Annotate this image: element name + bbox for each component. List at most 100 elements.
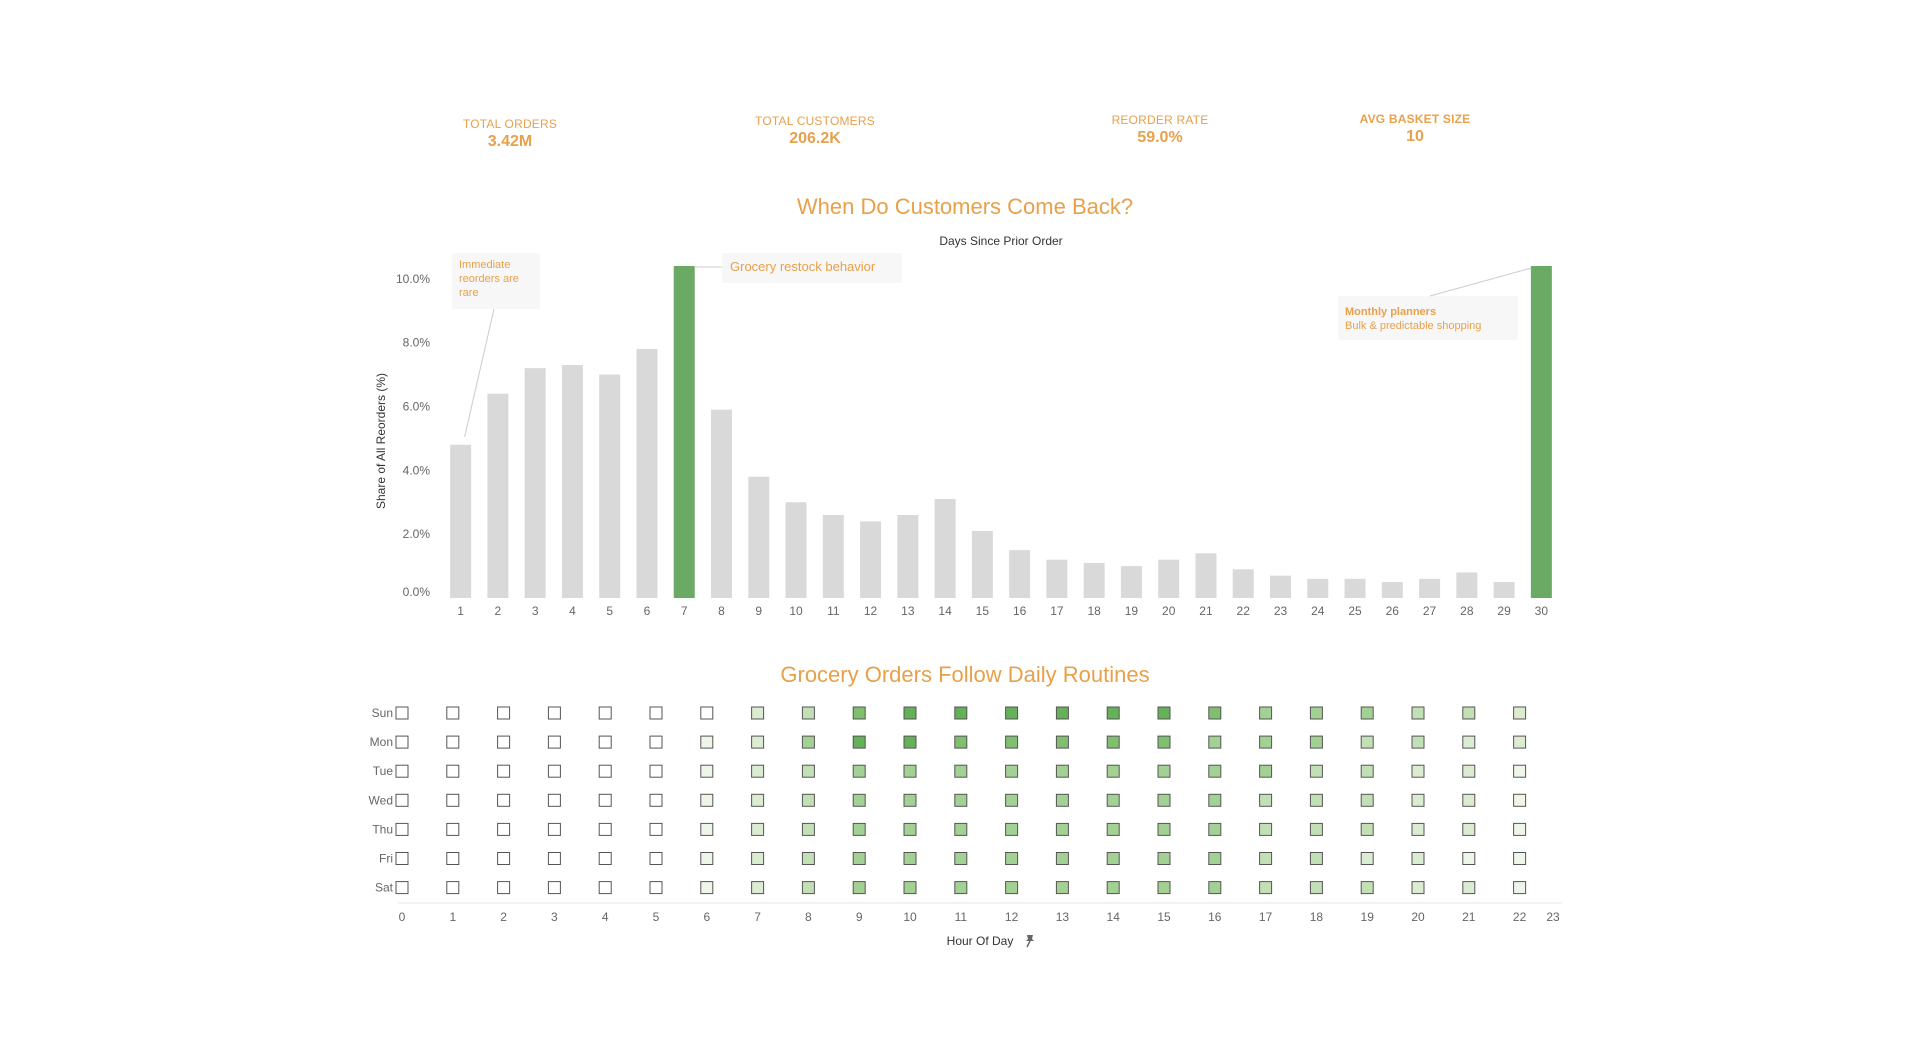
- heatmap-cell: [1360, 852, 1374, 865]
- heatmap-cell: [497, 735, 511, 749]
- heatmap-cell: [649, 706, 663, 720]
- bar-day-3: [524, 368, 546, 598]
- heatmap-cell: [751, 706, 765, 720]
- heatmap-cell: [1005, 706, 1019, 720]
- hour-tick-label: 4: [602, 910, 609, 924]
- kpi-value: 59.0%: [1137, 129, 1183, 146]
- heatmap-cell: [1157, 764, 1171, 778]
- heatmap-cell: [1005, 764, 1019, 778]
- heatmap-cell: [1309, 793, 1323, 807]
- bar-day-19: [1120, 566, 1142, 598]
- heatmap-cell: [1208, 735, 1222, 749]
- x-tick-label: 9: [755, 604, 762, 618]
- hour-tick-label: 7: [754, 910, 761, 924]
- heatmap-cell: [598, 706, 612, 720]
- hour-tick-label: 12: [1005, 910, 1019, 924]
- bar-day-17: [1046, 559, 1068, 598]
- x-tick-label: 21: [1199, 604, 1213, 618]
- annotation-leader-line: [464, 308, 495, 437]
- hour-tick-label: 15: [1157, 910, 1171, 924]
- pin-head: [1026, 935, 1034, 941]
- heatmap-cell: [700, 822, 714, 836]
- heatmap-cell: [598, 822, 612, 836]
- bar-day-13: [897, 515, 919, 598]
- x-tick-label: 2: [495, 604, 502, 618]
- x-tick-label: 17: [1050, 604, 1064, 618]
- heatmap-cell: [1462, 881, 1476, 895]
- heatmap-cell: [1259, 706, 1273, 720]
- bar-day-11: [822, 515, 844, 598]
- hour-tick-label: 17: [1259, 910, 1273, 924]
- heatmap-cell: [1360, 735, 1374, 749]
- heatmap-cell: [1462, 793, 1476, 807]
- heatmap-cell: [700, 881, 714, 895]
- x-tick-label: 28: [1460, 604, 1474, 618]
- heatmap-cell: [852, 764, 866, 778]
- heatmap-cell: [1208, 706, 1222, 720]
- heatmap-cell: [1259, 764, 1273, 778]
- heatmap-cell: [547, 881, 561, 895]
- heatmap-cell: [1309, 881, 1323, 895]
- kpi-label: TOTAL ORDERS: [462, 117, 558, 131]
- heatmap-cell: [446, 881, 460, 895]
- bar-day-23: [1270, 575, 1291, 598]
- heatmap-cell: [598, 852, 612, 865]
- heatmap-cell: [751, 852, 765, 865]
- heatmap-cell: [1005, 793, 1019, 807]
- kpi-label: AVG BASKET SIZE: [1359, 112, 1471, 126]
- heatmap-cell: [1157, 735, 1171, 749]
- heatmap-cell: [700, 793, 714, 807]
- x-tick-label: 15: [976, 604, 990, 618]
- row-label-wed: Wed: [369, 793, 393, 807]
- heatmap-cell: [446, 764, 460, 778]
- heatmap-cell: [1564, 765, 1576, 777]
- heatmap-cell: [1462, 706, 1476, 720]
- heatmap-cell: [1259, 852, 1273, 865]
- x-tick-label: 1: [457, 604, 464, 618]
- heatmap-cell: [395, 852, 409, 865]
- bar-day-24: [1307, 578, 1329, 598]
- x-tick-label: 16: [1013, 604, 1027, 618]
- heatmap-cell: [1005, 852, 1019, 865]
- heatmap-cell: [1157, 881, 1171, 895]
- row-label-fri: Fri: [379, 852, 393, 866]
- heatmap-cell: [1106, 764, 1120, 778]
- heatmap-cell: [598, 793, 612, 807]
- heatmap-cell: [547, 822, 561, 836]
- heatmap-cell: [751, 822, 765, 836]
- bar-day-25: [1344, 578, 1366, 598]
- bar-day-1: [450, 444, 472, 598]
- heatmap-cell: [700, 852, 714, 865]
- heatmap-cell: [1360, 881, 1374, 895]
- heatmap-cell: [649, 793, 663, 807]
- y-tick-label: 6.0%: [403, 399, 431, 413]
- annotation-box: [452, 253, 540, 309]
- heatmap-cell: [1411, 764, 1425, 778]
- bar-day-12: [860, 521, 882, 598]
- bar-day-6: [636, 349, 658, 598]
- y-tick-label: 10.0%: [396, 272, 430, 286]
- bar-day-27: [1419, 578, 1441, 598]
- bar-day-22: [1232, 569, 1254, 598]
- heatmap-cell: [1513, 793, 1527, 807]
- annotation-leader-line: [1429, 267, 1532, 297]
- heatmap-cell: [1411, 881, 1425, 895]
- heatmap-cell: [801, 852, 815, 865]
- heatmap-cell: [954, 822, 968, 836]
- kpi-total-orders: TOTAL ORDERS 3.42M: [430, 117, 590, 151]
- heatmap-cell: [446, 706, 460, 720]
- heatmap-cell: [751, 793, 765, 807]
- bar-day-8: [711, 409, 732, 598]
- heatmap-cell: [1106, 852, 1120, 865]
- heatmap-cell: [852, 852, 866, 865]
- heatmap-cell: [497, 706, 511, 720]
- hour-tick-label: 1: [449, 910, 456, 924]
- heatmap-cell: [1055, 735, 1069, 749]
- heatmap-cell: [598, 735, 612, 749]
- heatmap-cell: [1005, 881, 1019, 895]
- heatmap-cell: [1106, 735, 1120, 749]
- heatmap-cell: [395, 764, 409, 778]
- kpi-total-customers: TOTAL CUSTOMERS 206.2K: [735, 114, 895, 148]
- pin-needle: [1026, 940, 1031, 948]
